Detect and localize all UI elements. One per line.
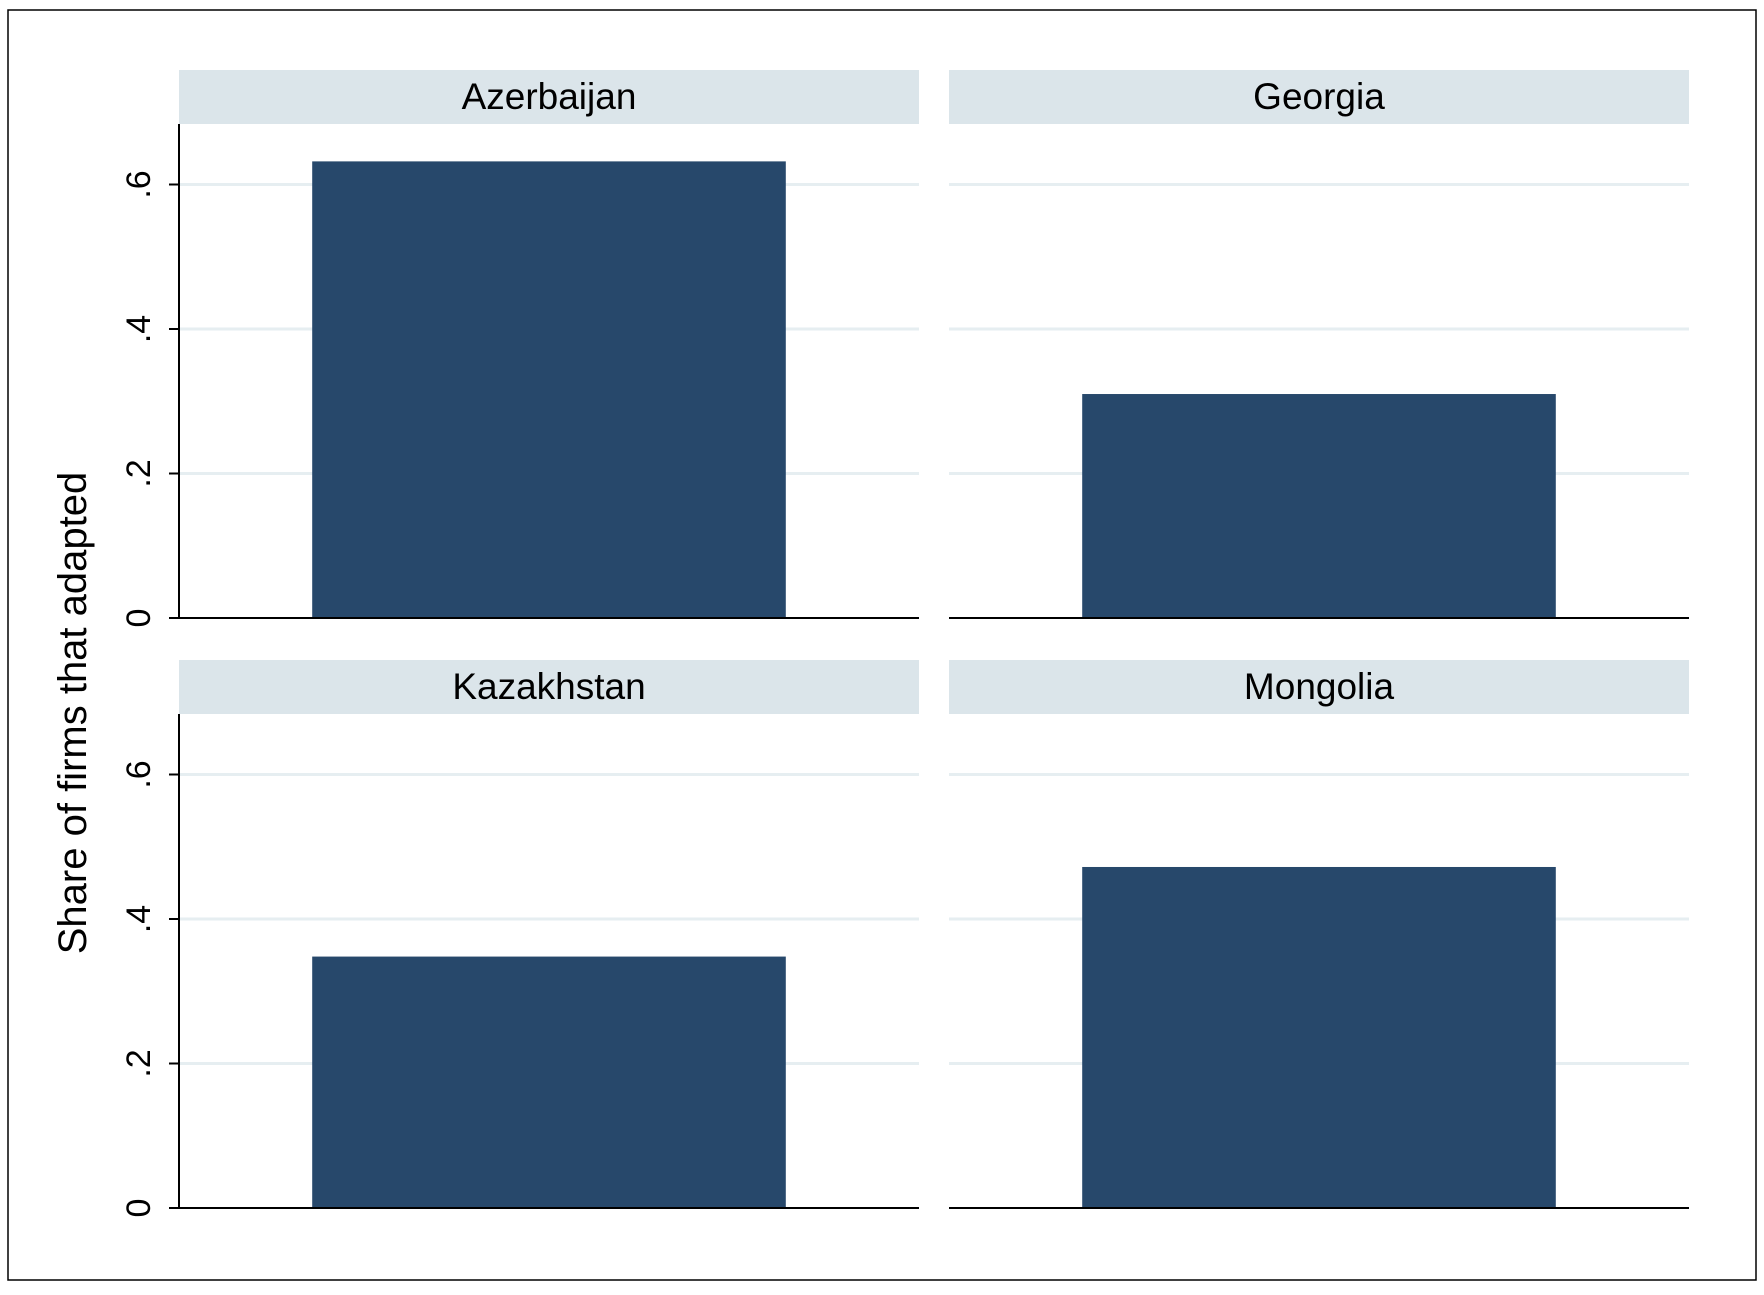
y-tick-label: 0 — [120, 609, 158, 628]
chart-panel: Mongolia — [949, 660, 1689, 1209]
y-tick-label: .6 — [120, 170, 158, 198]
panel-title: Kazakhstan — [452, 666, 645, 707]
y-tick-label: .6 — [120, 760, 158, 788]
panel-header — [179, 70, 919, 124]
panels-layer: Azerbaijan 0 .2 .4 .6 Georgia Kazakhstan 0 .2 .4.… — [120, 70, 1689, 1217]
y-tick-label: .2 — [120, 1049, 158, 1077]
bar — [1082, 866, 1556, 1208]
y-tick-label: .4 — [120, 315, 158, 343]
chart-panel: Kazakhstan 0 .2 .4 .6 — [120, 660, 919, 1217]
panel-header — [949, 660, 1689, 714]
panel-header — [949, 70, 1689, 124]
panel-header — [179, 660, 919, 714]
bar — [1082, 394, 1556, 618]
chart-panel: Georgia — [949, 70, 1689, 619]
chart-panel: Azerbaijan 0 .2 .4 .6 — [120, 70, 919, 627]
y-tick-label: .4 — [120, 905, 158, 933]
y-tick-label: .2 — [120, 459, 158, 487]
panel-title: Mongolia — [1244, 666, 1395, 707]
panel-title: Georgia — [1253, 76, 1385, 117]
y-axis-label: Share of firms that adapted — [51, 472, 95, 955]
bar — [312, 956, 786, 1208]
y-tick-label: 0 — [120, 1199, 158, 1218]
panel-title: Azerbaijan — [462, 76, 637, 117]
bar — [312, 161, 786, 618]
